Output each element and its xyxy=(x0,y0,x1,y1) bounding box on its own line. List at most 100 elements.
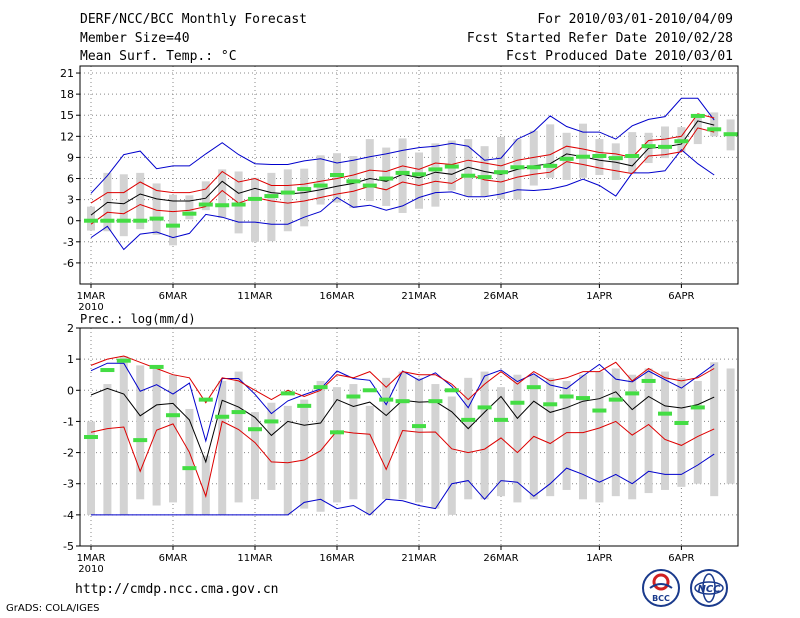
ensemble-range-bar xyxy=(628,374,637,500)
ensemble-range-bar xyxy=(300,399,309,509)
ensemble-range-bar xyxy=(579,374,587,500)
plot-frame xyxy=(79,327,739,547)
observation-marker xyxy=(428,399,443,404)
x-tick-label: 11MAR xyxy=(237,291,272,302)
ensemble-range-bar xyxy=(119,174,128,237)
ensemble-range-bar xyxy=(710,112,719,137)
ensemble-range-bar xyxy=(415,377,423,503)
ensemble-min-line xyxy=(91,453,715,516)
observation-marker xyxy=(379,176,394,181)
ensemble-range-bar xyxy=(661,371,669,490)
y-tick-label: 15 xyxy=(60,109,74,122)
observation-marker xyxy=(543,163,558,168)
ensemble-range-bar xyxy=(480,371,489,500)
observation-marker xyxy=(690,405,705,410)
observation-marker xyxy=(215,414,230,419)
observation-marker xyxy=(133,218,148,223)
observation-marker xyxy=(116,358,131,363)
ensemble-range-bar xyxy=(398,371,407,500)
x-tick-label: 6MAR xyxy=(159,291,188,302)
ensemble-range-bar xyxy=(365,405,374,515)
ensemble-range-bar xyxy=(513,374,522,503)
observation-marker xyxy=(379,397,394,402)
bcc-logo-text: BCC xyxy=(652,594,670,603)
observation-marker xyxy=(543,402,558,407)
y-tick-label: 0 xyxy=(67,384,74,397)
y-tick-label: -3 xyxy=(63,478,74,491)
observation-marker xyxy=(149,216,164,221)
ensemble-range-bar xyxy=(611,368,620,497)
plot-frame xyxy=(79,65,739,285)
x-tick-label: 1APR xyxy=(586,553,612,564)
observation-marker xyxy=(182,466,197,471)
ensemble-range-bar xyxy=(234,371,243,503)
observation-marker xyxy=(707,127,722,132)
member-size-label: Member Size=40 xyxy=(80,31,190,46)
observation-marker xyxy=(166,413,180,418)
observation-marker xyxy=(248,196,262,201)
y-tick-label: -3 xyxy=(63,236,74,249)
observation-marker xyxy=(264,419,279,424)
observation-marker xyxy=(133,438,148,443)
start-date-label: Fcst Started Refer Date 2010/02/28 xyxy=(466,31,733,46)
observation-marker xyxy=(395,399,410,404)
observation-marker xyxy=(100,218,115,223)
ensemble-range-bar xyxy=(595,371,604,503)
ensemble-range-bar xyxy=(349,384,358,500)
observation-marker xyxy=(313,385,328,390)
observation-marker xyxy=(215,203,230,208)
observation-marker xyxy=(477,175,492,180)
x-tick-label: 11MAR xyxy=(237,553,272,564)
y-tick-label: 6 xyxy=(67,173,74,186)
observation-marker xyxy=(559,394,574,399)
panel-title: Prec.: log(mm/d) xyxy=(80,312,196,326)
ensemble-range-bar xyxy=(579,123,587,178)
y-tick-label: 12 xyxy=(60,130,74,143)
observation-marker xyxy=(395,170,410,175)
ensemble-range-bar xyxy=(119,356,128,515)
observation-marker xyxy=(494,417,508,422)
ensemble-range-bar xyxy=(693,115,702,145)
ensemble-range-bar xyxy=(464,139,473,197)
ensemble-range-bar xyxy=(562,380,571,490)
x-tick-label: 16MAR xyxy=(319,291,354,302)
observation-marker xyxy=(641,144,656,149)
ensemble-range-bar xyxy=(726,368,735,484)
ensemble-range-bar xyxy=(87,421,95,515)
observation-marker xyxy=(477,405,492,410)
x-tick-label: 21MAR xyxy=(401,291,436,302)
observation-marker xyxy=(264,194,279,199)
produced-date-label: Fcst Produced Date 2010/03/01 xyxy=(506,49,733,64)
ensemble-range-bar xyxy=(644,368,653,494)
x-tick-label: 26MAR xyxy=(483,291,518,302)
spread-upper-line xyxy=(90,355,715,404)
observation-marker xyxy=(330,173,344,177)
source-url: http://cmdp.ncc.cma.gov.cn xyxy=(75,582,279,597)
observation-marker xyxy=(526,385,541,390)
bcc-logo-icon: BCC xyxy=(642,569,680,607)
ensemble-range-bar xyxy=(661,126,669,159)
ensemble-range-bar xyxy=(152,183,161,235)
observation-marker xyxy=(84,435,98,439)
observation-marker xyxy=(280,391,295,396)
y-tick-label: -5 xyxy=(63,540,74,553)
observation-marker xyxy=(412,172,426,177)
ensemble-range-bar xyxy=(562,132,571,180)
y-tick-label: 3 xyxy=(67,194,74,207)
ensemble-range-bar xyxy=(201,181,210,211)
ncc-logo-text: NCC xyxy=(697,584,721,595)
ensemble-range-bar xyxy=(87,206,95,231)
ensemble-range-bar xyxy=(300,168,309,227)
observation-marker xyxy=(444,164,459,169)
ensemble-range-bar xyxy=(693,380,702,484)
observation-marker xyxy=(576,154,590,159)
ensemble-range-bar xyxy=(267,402,276,490)
observation-marker xyxy=(428,167,443,172)
ensemble-range-bar xyxy=(169,374,177,503)
observation-marker xyxy=(280,190,295,195)
ensemble-range-bar xyxy=(611,143,620,180)
observation-marker xyxy=(641,378,656,383)
x-tick-sublabel: 2010 xyxy=(78,302,103,313)
